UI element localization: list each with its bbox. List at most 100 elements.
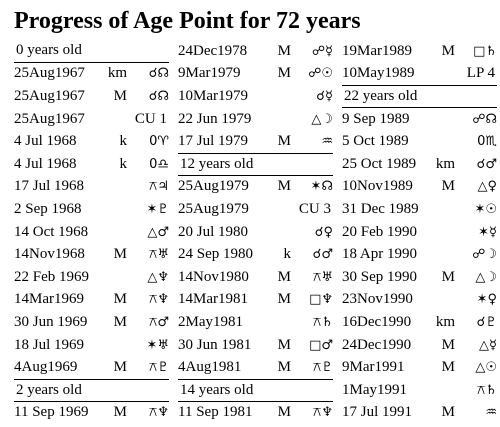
entry-aspect: ✶☉ — [474, 201, 497, 217]
entry-row: 14Nov1968 M ⚻♅ — [14, 243, 169, 266]
entry-aspect: ⚻♇ — [312, 360, 333, 376]
entry-tag: CU 3 — [298, 200, 331, 217]
entry-tag: M — [441, 42, 455, 59]
entry-aspect: ☍☉ — [308, 66, 333, 82]
entry-tag: k — [283, 246, 292, 263]
entry-aspect: △☽ — [311, 111, 333, 127]
entry-date: 9Mar1991 — [342, 359, 405, 376]
entry-row: 20 Jul 1980 ☌♀ — [178, 221, 333, 244]
entry-date: 10Nov1989 — [342, 178, 413, 195]
entry-row: 9 Sep 1989 ☍☊ — [342, 108, 497, 131]
entry-tag: M — [441, 268, 455, 285]
entry-row: 4Aug1981 M ⚻♇ — [178, 356, 333, 379]
entry-row: 14Mar1981 M □♆ — [178, 289, 333, 312]
entry-tag: LP 4 — [466, 65, 495, 82]
entry-tag: M — [441, 336, 455, 353]
entry-tag: M — [113, 313, 127, 330]
entry-date: 4 Jul 1968 — [14, 133, 77, 150]
entry-row: 17 Jul 1968 ⚻♃ — [14, 176, 169, 199]
entry-row: 2 Sep 1968 ✶♇ — [14, 198, 169, 221]
entry-date: 31 Dec 1989 — [342, 200, 419, 217]
entry-date: 11 Sep 1969 — [14, 404, 89, 421]
entry-date: 10May1989 — [342, 65, 415, 82]
entry-row: 30 Jun 1981 M □♂ — [178, 334, 333, 357]
entry-tag: CU 1 — [134, 110, 167, 127]
entry-date: 14Nov1968 — [14, 246, 85, 263]
column: 19Mar1989 M □♄ 10May1989 LP 4 22 years old 9 S… — [342, 40, 497, 424]
entry-date: 14Mar1981 — [178, 291, 248, 308]
entry-tag: M — [441, 404, 455, 421]
entry-date: 17 Jul 1991 — [342, 404, 413, 421]
entry-date: 25Aug1967 — [14, 65, 85, 82]
entry-row: 18 Jul 1969 ✶♅ — [14, 334, 169, 357]
entry-row: 30 Sep 1990 M △☽ — [342, 266, 497, 289]
entry-row: 24Dec1978 M ☍☿ — [178, 40, 333, 63]
entry-aspect: ☌♇ — [476, 314, 497, 330]
entry-tag: M — [277, 178, 291, 195]
entry-row: 11 Sep 1981 M ⚻♆ — [178, 402, 333, 425]
entry-tag: M — [113, 359, 127, 376]
entry-row: 1May1991 ⚻♄ — [342, 379, 497, 402]
entry-aspect: 0♏ — [477, 134, 497, 150]
entry-date: 25Aug1967 — [14, 110, 85, 127]
entry-date: 25Aug1979 — [178, 200, 249, 217]
entry-date: 25Aug1967 — [14, 87, 85, 104]
entry-date: 10Mar1979 — [178, 87, 248, 104]
entry-tag: M — [277, 65, 291, 82]
entry-date: 4 Jul 1968 — [14, 155, 77, 172]
entry-aspect: △☽ — [475, 269, 497, 285]
title: Progress of Age Point for 72 years — [14, 8, 361, 34]
entry-date: 22 Jun 1979 — [178, 110, 252, 127]
entry-row: 22 Feb 1969 △♆ — [14, 266, 169, 289]
entry-aspect: ☌♂ — [312, 247, 333, 263]
entry-aspect: ⚻♇ — [148, 360, 169, 376]
age-heading: 14 years old — [178, 378, 333, 402]
entry-aspect: ☍☊ — [472, 111, 497, 127]
column: 0 years old 25Aug1967 km ☌☊ 25Aug1967 M ☌☊ 25Au… — [14, 40, 169, 424]
entry-date: 5 Oct 1989 — [342, 133, 409, 150]
entry-date: 2May1981 — [178, 313, 243, 330]
entry-date: 24 Sep 1980 — [178, 246, 253, 263]
entry-aspect: ⚻♂ — [148, 314, 169, 330]
entry-row: 9Mar1979 M ☍☉ — [178, 63, 333, 86]
entry-row: 17 Jul 1979 M ♒ — [178, 130, 333, 153]
entry-tag: km — [107, 65, 127, 82]
entry-date: 23Nov1990 — [342, 291, 413, 308]
entry-row: 24 Sep 1980 k ☌♂ — [178, 243, 333, 266]
entry-aspect: ⚻♃ — [148, 179, 169, 195]
entry-aspect: △♀ — [477, 179, 497, 195]
entry-tag: M — [277, 42, 291, 59]
entry-aspect: ☌☊ — [148, 66, 169, 82]
entry-aspect: △♂ — [147, 224, 169, 240]
entry-row: 24Dec1990 M △☿ — [342, 334, 497, 357]
entry-aspect: □♂ — [309, 337, 333, 353]
entry-row: 4Aug1969 M ⚻♇ — [14, 356, 169, 379]
entry-row: 14Mar1969 M ⚻♆ — [14, 289, 169, 312]
entry-aspect: ✶☊ — [310, 179, 333, 195]
entry-date: 14Mar1969 — [14, 291, 84, 308]
entry-date: 16Dec1990 — [342, 313, 412, 330]
entry-tag: M — [441, 359, 455, 376]
entry-row: 25Aug1967 M ☌☊ — [14, 85, 169, 108]
entry-row: 14 Oct 1968 △♂ — [14, 221, 169, 244]
entry-tag: k — [119, 133, 128, 150]
entry-aspect: ♒ — [485, 405, 497, 421]
entry-date: 4Aug1969 — [14, 359, 78, 376]
entry-row: 31 Dec 1989 ✶☉ — [342, 198, 497, 221]
entry-tag: M — [113, 291, 127, 308]
entry-date: 4Aug1981 — [178, 359, 242, 376]
entry-date: 18 Jul 1969 — [14, 336, 85, 353]
entry-aspect: □♄ — [473, 43, 497, 59]
entry-tag: k — [119, 155, 128, 172]
entry-row: 25Aug1979 M ✶☊ — [178, 176, 333, 199]
entry-row: 25Aug1979 CU 3 — [178, 198, 333, 221]
entry-aspect: ✶♀ — [476, 292, 497, 308]
entry-date: 25 Oct 1989 — [342, 155, 417, 172]
entry-row: 25Aug1967 CU 1 — [14, 108, 169, 131]
entry-tag: M — [277, 359, 291, 376]
entry-row: 25 Oct 1989 km ☌♂ — [342, 153, 497, 176]
age-heading: 12 years old — [178, 152, 333, 176]
entry-row: 4 Jul 1968 k 0♎ — [14, 153, 169, 176]
entry-aspect: ✶♇ — [146, 201, 169, 217]
